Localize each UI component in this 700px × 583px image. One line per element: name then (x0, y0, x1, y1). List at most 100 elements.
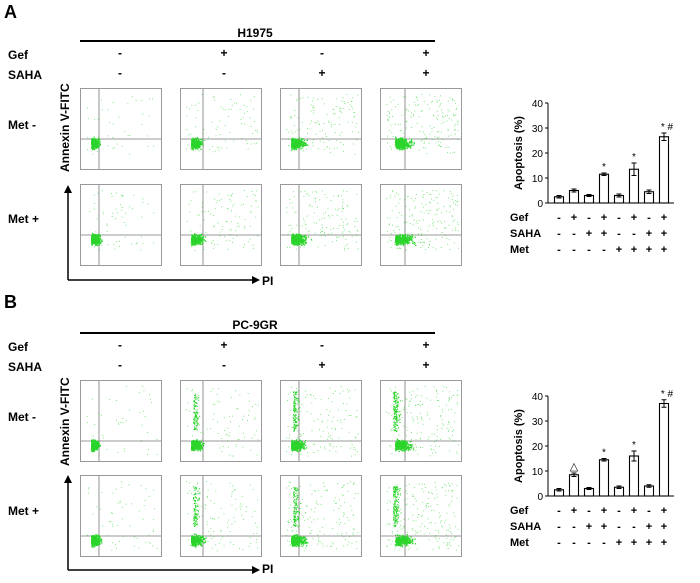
event-dot (447, 244, 448, 245)
event-dot (397, 248, 398, 249)
event-dot (300, 139, 301, 140)
event-dot (191, 234, 192, 235)
event-dot (189, 109, 190, 110)
event-dot (304, 221, 305, 222)
event-dot (256, 431, 257, 432)
y-axis-label: Annexin V-FITC (58, 377, 72, 466)
event-dot (112, 196, 113, 197)
event-dot (437, 197, 438, 198)
event-dot (397, 147, 398, 148)
event-dot (241, 119, 242, 120)
event-dot (293, 239, 294, 240)
event-dot (448, 136, 449, 137)
event-dot (247, 196, 248, 197)
event-dot (112, 137, 113, 138)
event-dot (117, 144, 118, 145)
event-dot (196, 144, 197, 145)
event-dot (437, 102, 438, 103)
event-dot (92, 234, 93, 235)
event-dot (356, 194, 357, 195)
event-dot (95, 237, 96, 238)
event-dot (348, 248, 349, 249)
event-dot (201, 440, 202, 441)
event-dot (288, 234, 289, 235)
event-dot (196, 446, 197, 447)
event-dot (289, 199, 290, 200)
event-dot (442, 116, 443, 117)
event-dot (231, 109, 232, 110)
event-dot (313, 113, 314, 114)
event-dot (404, 137, 405, 138)
event-dot (258, 207, 259, 208)
event-dot (116, 241, 117, 242)
event-dot (414, 220, 415, 221)
event-dot (429, 94, 430, 95)
gef-label: Gef (8, 48, 28, 62)
event-dot (449, 205, 450, 206)
event-dot (442, 139, 443, 140)
event-dot (122, 196, 123, 197)
event-dot (250, 226, 251, 227)
event-dot (355, 154, 356, 155)
event-dot (295, 241, 296, 242)
event-dot (303, 239, 304, 240)
event-dot (240, 94, 241, 95)
event-dot (290, 95, 291, 96)
event-dot (452, 216, 453, 217)
event-dot (325, 236, 326, 237)
event-dot (294, 115, 295, 116)
event-dot (408, 233, 409, 234)
event-dot (91, 445, 92, 446)
event-dot (227, 435, 228, 436)
event-dot (116, 193, 117, 194)
event-dot (429, 225, 430, 226)
event-dot (202, 240, 203, 241)
y-axis-label: Annexin V-FITC (58, 83, 72, 172)
event-dot (300, 144, 301, 145)
event-dot (322, 190, 323, 191)
event-dot (347, 223, 348, 224)
event-dot (424, 142, 425, 143)
event-dot (124, 222, 125, 223)
event-dot (395, 205, 396, 206)
event-dot (122, 146, 123, 147)
scatter-svg (181, 381, 261, 461)
event-dot (289, 225, 290, 226)
event-dot (386, 198, 387, 199)
event-dot (200, 432, 201, 433)
condition-sign: - (557, 244, 561, 256)
event-dot (437, 203, 438, 204)
event-dot (404, 222, 405, 223)
event-dot (213, 240, 214, 241)
event-dot (416, 194, 417, 195)
event-dot (292, 138, 293, 139)
event-dot (194, 406, 195, 407)
event-dot (192, 147, 193, 148)
event-dot (432, 219, 433, 220)
event-dot (389, 117, 390, 118)
event-dot (316, 223, 317, 224)
event-dot (99, 234, 100, 235)
event-dot (350, 232, 351, 233)
event-dot (287, 247, 288, 248)
event-dot (190, 231, 191, 232)
event-dot (297, 139, 298, 140)
event-dot (194, 412, 195, 413)
event-dot (347, 225, 348, 226)
event-dot (247, 143, 248, 144)
event-dot (194, 400, 195, 401)
event-dot (153, 242, 154, 243)
event-dot (448, 198, 449, 199)
event-dot (407, 240, 408, 241)
event-dot (346, 191, 347, 192)
event-dot (412, 214, 413, 215)
event-dot (341, 112, 342, 113)
event-dot (108, 135, 109, 136)
event-dot (392, 116, 393, 117)
event-dot (339, 225, 340, 226)
event-dot (401, 130, 402, 131)
event-dot (199, 425, 200, 426)
event-dot (339, 118, 340, 119)
event-dot (321, 235, 322, 236)
event-dot (97, 141, 98, 142)
